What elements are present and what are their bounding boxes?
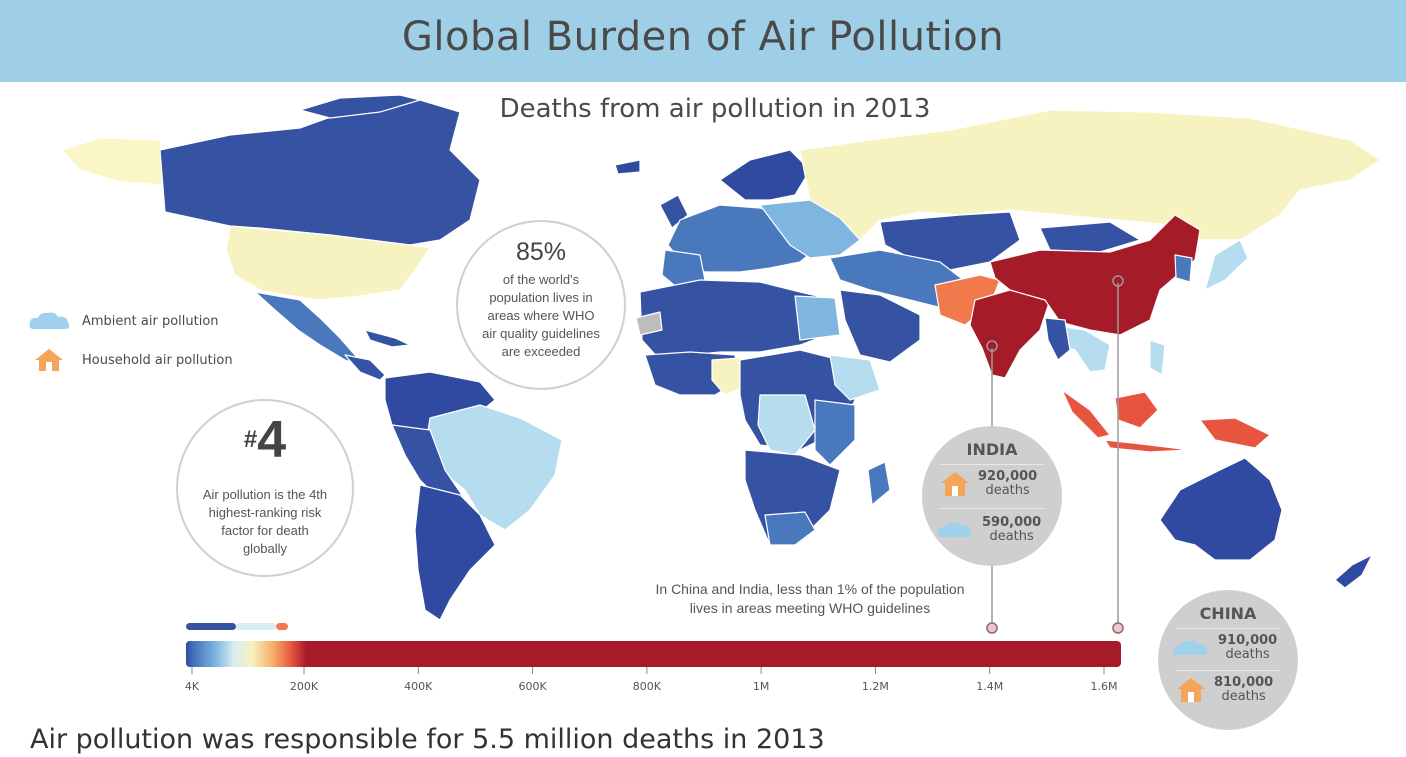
region-madagascar [867,461,891,506]
scale-tick-label-3: 600K [518,680,547,693]
region-canada-islands [299,94,421,119]
map-subtitle: Deaths from air pollution in 2013 [499,94,931,124]
house-icon [1177,678,1205,702]
region-usa [225,225,431,301]
region-philippines [1149,339,1166,376]
stat-85-text: of the world's population lives in areas… [482,272,600,359]
india-ambient-row: 590,000 deaths [936,516,1041,544]
region-new-zealand [1334,554,1373,589]
region-borneo [1114,391,1159,429]
region-japan [1204,239,1249,291]
region-central-america [344,354,386,381]
region-east-africa [814,399,856,466]
legend-ambient: Ambient air pollution [28,311,219,331]
region-sumatra [1061,389,1111,439]
stat-85-value: 85% [515,238,567,266]
scale-tick-label-5: 1M [752,680,770,693]
india-name: INDIA [966,440,1018,459]
region-russia [799,109,1381,241]
region-australia [1159,457,1283,561]
stat-4-rank: #4 [178,413,352,480]
legend-ambient-label: Ambient air pollution [82,313,219,329]
scale-ticks [191,667,1105,674]
title-banner: Global Burden of Air Pollution [0,0,1406,82]
india-map-marker [986,340,998,352]
region-western-sahara [635,311,663,336]
region-mongolia [1039,221,1141,253]
region-china [989,214,1201,336]
cloud-icon [1173,640,1208,655]
india-household-unit: deaths [985,483,1030,498]
china-bubble: CHINA 910,000 deaths 810,000 deaths [1158,590,1298,730]
region-new-guinea [1199,417,1271,449]
region-argentina-chile [414,484,496,621]
scale-bar-gradient [186,641,306,667]
region-south-africa [764,511,816,546]
region-egypt [794,295,841,341]
china-household-row: 810,000 deaths [1176,676,1273,704]
region-arabia [839,289,921,363]
china-household-unit: deaths [1221,689,1266,704]
china-household-value: 810,000 [1214,675,1274,690]
region-caribbean [364,329,411,348]
scale-tick-label-0: 4K [184,680,200,693]
region-scandinavia [719,149,811,201]
legend-household-label: Household air pollution [82,352,233,368]
scale-tick-label-6: 1.2M [861,680,889,693]
india-scale-marker [986,622,998,634]
scale-tick-label-1: 200K [289,680,319,693]
stat-4-prefix: # [243,426,258,453]
china-india-note: In China and India, less than 1% of the … [655,581,965,616]
region-greenland [61,137,166,186]
india-bubble: INDIA 920,000 deaths 590,000 deaths [922,426,1062,566]
china-ambient-unit: deaths [1225,647,1270,662]
house-icon [941,472,969,496]
stat-4-value: 4 [257,411,287,469]
china-scale-marker [1112,622,1124,634]
india-ambient-unit: deaths [989,529,1034,544]
stat-4-text: Air pollution is the 4th highest-ranking… [202,487,328,556]
legend-household: Household air pollution [28,348,233,372]
china-ambient-value: 910,000 [1218,633,1278,648]
china-map-marker [1112,275,1124,287]
stat-4-circle: #4 Air pollution is the 4th highest-rank… [176,399,354,577]
stat-85-circle: 85% of the world's population lives in a… [456,220,626,390]
india-household-value: 920,000 [978,469,1038,484]
scale-mini-dots [186,623,288,630]
scale-bar-track [186,641,1121,667]
region-india [969,289,1051,379]
region-iceland [614,159,641,175]
scale-tick-label-2: 400K [404,680,433,693]
cloud-icon [937,522,972,537]
china-ambient-row: 910,000 deaths [1172,634,1277,662]
region-ethiopia [829,354,881,401]
china-name: CHINA [1199,604,1257,623]
scale-tick-label-7: 1.4M [976,680,1004,693]
region-nigeria [711,357,749,396]
footer-statement: Air pollution was responsible for 5.5 mi… [30,724,825,755]
scale-tick-label-4: 800K [632,680,661,693]
region-canada [159,99,481,246]
region-myanmar [1044,317,1071,361]
house-icon [35,349,63,371]
india-household-row: 920,000 deaths [940,470,1037,498]
region-mexico [254,291,361,366]
scale-tick-label-8: 1.6M [1090,680,1118,693]
region-java [1104,439,1191,453]
page-title: Global Burden of Air Pollution [401,14,1005,60]
region-korea [1174,254,1193,283]
cloud-icon [29,312,70,329]
india-ambient-value: 590,000 [982,515,1042,530]
